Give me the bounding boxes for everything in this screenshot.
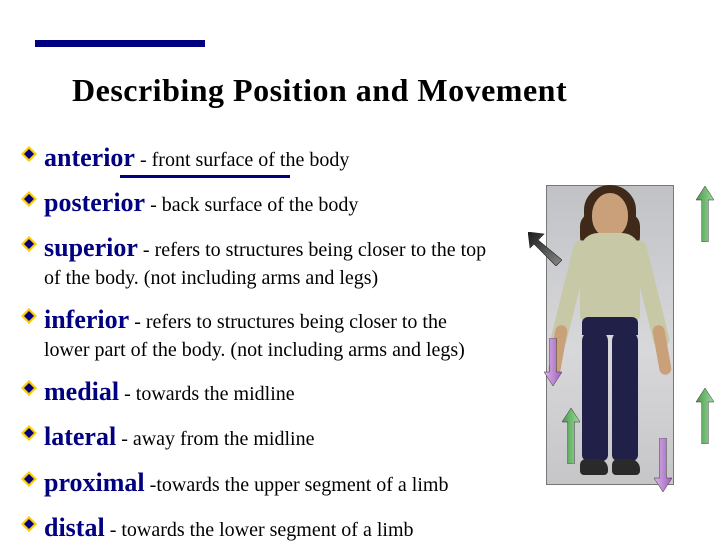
term-item-posterior: posterior - back surface of the body bbox=[20, 185, 490, 220]
term-definition: towards the upper segment of a limb bbox=[156, 474, 448, 496]
bullet-diamond-icon bbox=[20, 185, 38, 207]
term-definition: towards the lower segment of a limb bbox=[121, 519, 413, 541]
term-label: superior bbox=[44, 233, 138, 262]
term-text: medial - towards the midline bbox=[44, 374, 295, 409]
bullet-diamond-icon bbox=[20, 140, 38, 162]
term-separator: - bbox=[105, 519, 122, 541]
term-text: posterior - back surface of the body bbox=[44, 185, 358, 220]
up-arrow-left-leg bbox=[562, 408, 580, 464]
term-item-inferior: inferior - refers to structures being cl… bbox=[20, 302, 490, 364]
term-item-distal: distal - towards the lower segment of a … bbox=[20, 510, 490, 545]
up-arrow-right-forearm bbox=[696, 388, 714, 444]
figure-leg-left bbox=[582, 331, 608, 461]
bullet-diamond-icon bbox=[20, 374, 38, 396]
term-item-lateral: lateral - away from the midline bbox=[20, 419, 490, 454]
figure-head bbox=[592, 193, 628, 237]
term-text: anterior - front surface of the body bbox=[44, 140, 349, 175]
bullet-diamond-icon bbox=[20, 510, 38, 532]
term-label: medial bbox=[44, 377, 119, 406]
term-definition: front surface of the body bbox=[152, 149, 350, 171]
bullet-diamond-icon bbox=[20, 230, 38, 252]
term-label: distal bbox=[44, 513, 105, 542]
bullet-diamond-icon bbox=[20, 302, 38, 324]
anatomy-figure bbox=[510, 175, 710, 515]
term-definition: towards the midline bbox=[136, 383, 295, 405]
down-arrow-left-hip bbox=[544, 338, 562, 386]
term-label: posterior bbox=[44, 188, 145, 217]
up-arrow-right-shoulder bbox=[696, 186, 714, 242]
term-separator: - bbox=[119, 383, 136, 405]
terms-list: anterior - front surface of the body post… bbox=[20, 140, 490, 555]
term-text: distal - towards the lower segment of a … bbox=[44, 510, 414, 545]
bullet-diamond-icon bbox=[20, 419, 38, 441]
slide-title: Describing Position and Movement bbox=[72, 72, 567, 109]
term-separator: - bbox=[145, 194, 162, 216]
figure-shoe-left bbox=[580, 459, 608, 475]
term-separator: - bbox=[116, 428, 133, 450]
figure-shoe-right bbox=[612, 459, 640, 475]
term-separator: - bbox=[138, 239, 155, 261]
term-definition: away from the midline bbox=[133, 428, 315, 450]
term-item-anterior: anterior - front surface of the body bbox=[20, 140, 490, 175]
term-separator: - bbox=[129, 311, 146, 333]
term-label: lateral bbox=[44, 422, 116, 451]
term-text: proximal -towards the upper segment of a… bbox=[44, 465, 448, 500]
term-item-proximal: proximal -towards the upper segment of a… bbox=[20, 465, 490, 500]
figure-leg-right bbox=[612, 331, 638, 461]
term-label: proximal bbox=[44, 468, 145, 497]
term-separator: - bbox=[135, 149, 152, 171]
term-text: lateral - away from the midline bbox=[44, 419, 314, 454]
term-item-superior: superior - refers to structures being cl… bbox=[20, 230, 490, 292]
term-definition: back surface of the body bbox=[162, 194, 359, 216]
title-rule-upper bbox=[35, 40, 205, 47]
title-rule-lower bbox=[120, 175, 290, 178]
term-text: inferior - refers to structures being cl… bbox=[44, 302, 490, 364]
down-arrow-right-leg bbox=[654, 438, 672, 492]
term-label: inferior bbox=[44, 305, 129, 334]
term-text: superior - refers to structures being cl… bbox=[44, 230, 490, 292]
diag-arrow-to-head bbox=[528, 232, 546, 266]
bullet-diamond-icon bbox=[20, 465, 38, 487]
figure-torso bbox=[580, 233, 640, 323]
term-separator: - bbox=[145, 474, 157, 496]
term-item-medial: medial - towards the midline bbox=[20, 374, 490, 409]
term-label: anterior bbox=[44, 143, 135, 172]
